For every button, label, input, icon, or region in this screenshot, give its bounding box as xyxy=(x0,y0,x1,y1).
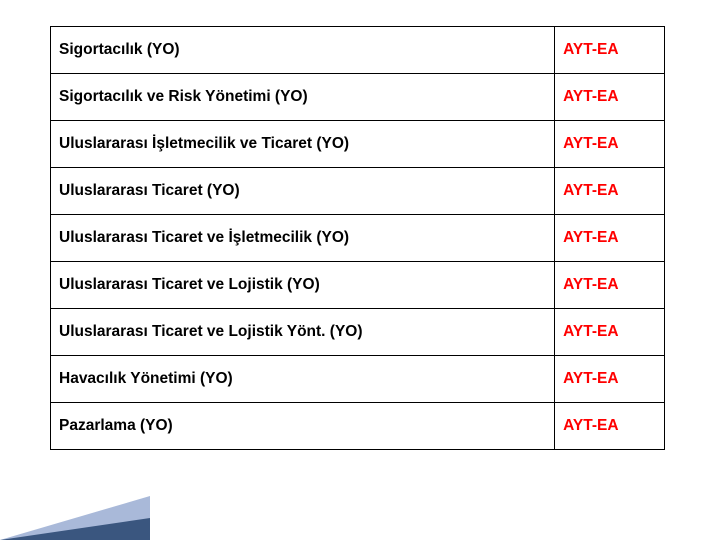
table-row: Uluslararası Ticaret ve Lojistik Yönt. (… xyxy=(51,309,665,356)
programs-table: Sigortacılık (YO) AYT-EA Sigortacılık ve… xyxy=(50,26,665,450)
slide-corner-accent xyxy=(0,496,150,540)
program-code-cell: AYT-EA xyxy=(555,27,665,74)
program-name-cell: Uluslararası Ticaret ve Lojistik Yönt. (… xyxy=(51,309,555,356)
table-row: Pazarlama (YO) AYT-EA xyxy=(51,403,665,450)
program-code-cell: AYT-EA xyxy=(555,356,665,403)
table-row: Uluslararası Ticaret ve İşletmecilik (YO… xyxy=(51,215,665,262)
program-code-cell: AYT-EA xyxy=(555,403,665,450)
program-name-cell: Sigortacılık (YO) xyxy=(51,27,555,74)
table-row: Sigortacılık (YO) AYT-EA xyxy=(51,27,665,74)
table-row: Uluslararası Ticaret ve Lojistik (YO) AY… xyxy=(51,262,665,309)
program-code-cell: AYT-EA xyxy=(555,309,665,356)
table-row: Sigortacılık ve Risk Yönetimi (YO) AYT-E… xyxy=(51,74,665,121)
table-row: Uluslararası Ticaret (YO) AYT-EA xyxy=(51,168,665,215)
program-name-cell: Uluslararası Ticaret ve İşletmecilik (YO… xyxy=(51,215,555,262)
table-row: Uluslararası İşletmecilik ve Ticaret (YO… xyxy=(51,121,665,168)
program-name-cell: Uluslararası İşletmecilik ve Ticaret (YO… xyxy=(51,121,555,168)
program-name-cell: Uluslararası Ticaret ve Lojistik (YO) xyxy=(51,262,555,309)
programs-table-container: Sigortacılık (YO) AYT-EA Sigortacılık ve… xyxy=(50,26,665,450)
program-name-cell: Pazarlama (YO) xyxy=(51,403,555,450)
program-name-cell: Havacılık Yönetimi (YO) xyxy=(51,356,555,403)
program-code-cell: AYT-EA xyxy=(555,168,665,215)
program-code-cell: AYT-EA xyxy=(555,74,665,121)
program-name-cell: Sigortacılık ve Risk Yönetimi (YO) xyxy=(51,74,555,121)
table-row: Havacılık Yönetimi (YO) AYT-EA xyxy=(51,356,665,403)
program-code-cell: AYT-EA xyxy=(555,215,665,262)
program-code-cell: AYT-EA xyxy=(555,121,665,168)
program-name-cell: Uluslararası Ticaret (YO) xyxy=(51,168,555,215)
programs-table-body: Sigortacılık (YO) AYT-EA Sigortacılık ve… xyxy=(51,27,665,450)
program-code-cell: AYT-EA xyxy=(555,262,665,309)
